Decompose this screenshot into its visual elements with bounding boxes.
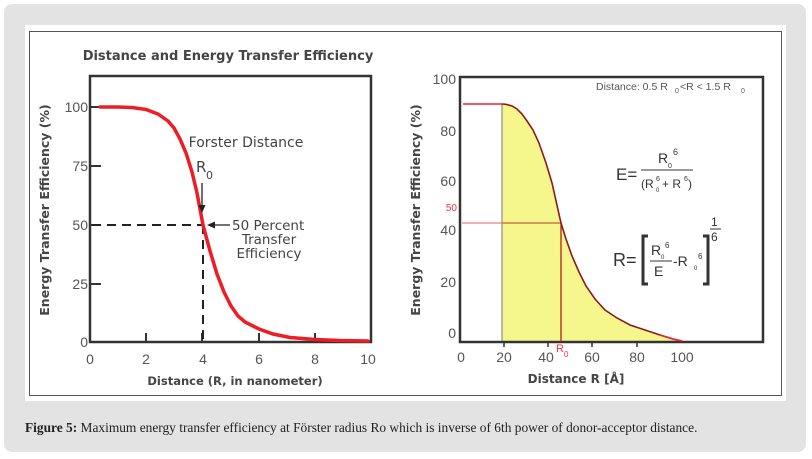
svg-text:<R < 1.5 R: <R < 1.5 R	[680, 81, 731, 93]
left-x-tick: 2	[142, 351, 150, 367]
right-x-tick: 100	[670, 349, 694, 365]
svg-text:6: 6	[665, 241, 670, 250]
svg-text:6: 6	[698, 252, 703, 261]
svg-text:R: R	[658, 150, 668, 166]
left-x-tick: 4	[199, 351, 207, 367]
svg-text:0: 0	[656, 188, 660, 194]
right-chart: Energy Transfer Efficiency (%) 100 80 60…	[408, 71, 765, 386]
svg-text:6: 6	[673, 147, 678, 157]
right-y-tick: 40	[440, 222, 456, 238]
right-y-tick: 0	[448, 325, 456, 341]
svg-text:0: 0	[741, 88, 745, 95]
left-x-tick: 0	[86, 351, 94, 367]
left-plot-frame	[88, 74, 373, 344]
figure-caption: Figure 5: Maximum energy transfer effici…	[25, 420, 697, 436]
left-r0-subscript: 0	[206, 169, 213, 182]
left-y-axis-label: Energy Transfer Efficiency (%)	[37, 104, 52, 315]
left-forster-distance-label: Forster Distance	[189, 135, 304, 151]
left-x-axis-label: Distance (R, in nanometer)	[147, 374, 322, 388]
right-x-ticks: 0 20 40 60 80 100	[457, 342, 694, 365]
right-x-tick: 40	[538, 349, 554, 365]
left-y-tick: 100	[65, 99, 89, 115]
right-x-tick: 80	[629, 349, 645, 365]
left-x-tick: 6	[255, 351, 263, 367]
figure-caption-text: Maximum energy transfer efficiency at Fö…	[77, 420, 698, 435]
right-50-marker-label: 50	[446, 203, 458, 214]
left-x-tick: 8	[311, 351, 319, 367]
right-y-ticks: 100 80 60 40 20 0	[433, 71, 457, 341]
left-x-tick: 10	[360, 351, 376, 367]
right-y-tick: 20	[440, 274, 456, 290]
right-x-tick: 60	[584, 349, 600, 365]
right-bracket	[703, 234, 710, 286]
right-y-tick: 100	[433, 71, 457, 87]
right-x-tick: 20	[496, 349, 512, 365]
left-50-percent-label: 50 Percent	[232, 218, 304, 234]
left-x-ticks: 0 2 4 6 8 10	[86, 333, 376, 367]
left-arrow-icon	[207, 221, 230, 229]
formula-distance: R= R 0 6 E -R 0 6 1 6	[613, 215, 721, 286]
svg-text:1: 1	[711, 215, 718, 229]
left-transfer-label: Transfer	[241, 232, 297, 248]
right-x-axis-label: Distance R [Å]	[528, 371, 625, 386]
left-efficiency-curve	[98, 105, 370, 343]
right-efficiency-curve	[501, 103, 683, 342]
svg-text:+ R: + R	[662, 177, 681, 191]
formula-efficiency: E= R 0 6 (R 0 6 + R 6 )	[616, 147, 693, 194]
svg-text:E: E	[654, 263, 663, 279]
right-area-fill	[502, 104, 682, 341]
right-plot-frame	[458, 75, 765, 344]
figure-caption-label: Figure 5:	[25, 420, 78, 435]
svg-text:R=: R=	[613, 250, 637, 270]
left-y-tick: 0	[80, 334, 88, 350]
left-y-tick: 75	[72, 158, 88, 174]
svg-text:-R: -R	[673, 253, 688, 269]
svg-text:0: 0	[668, 163, 672, 170]
svg-text:0: 0	[694, 266, 698, 272]
left-efficiency-label: Efficiency	[236, 246, 301, 262]
left-chart: Distance and Energy Transfer Efficiency …	[37, 49, 376, 388]
left-r0-label: R	[196, 158, 206, 176]
svg-text:Distance: 0.5 R: Distance: 0.5 R	[596, 81, 668, 93]
svg-text:E=: E=	[616, 165, 637, 184]
down-arrow-icon	[198, 183, 206, 213]
svg-text:(R: (R	[641, 177, 654, 191]
svg-text:0: 0	[675, 88, 679, 95]
right-y-tick: 60	[440, 173, 456, 189]
svg-text:6: 6	[656, 176, 660, 183]
right-y-axis-label: Energy Transfer Efficiency (%)	[408, 104, 423, 315]
svg-text:0: 0	[661, 255, 665, 261]
right-r0-marker-subscript: 0	[564, 350, 569, 359]
left-chart-title: Distance and Energy Transfer Efficiency	[83, 49, 374, 64]
right-range-label: Distance: 0.5 R 0 <R < 1.5 R 0	[596, 81, 745, 95]
svg-text:6: 6	[711, 230, 718, 244]
svg-text:): )	[688, 177, 692, 191]
left-y-tick: 50	[72, 217, 88, 233]
svg-text:R: R	[651, 242, 661, 258]
right-y-tick: 80	[440, 123, 456, 139]
figure-border	[29, 31, 782, 396]
svg-text:6: 6	[684, 176, 688, 183]
left-bracket	[641, 234, 648, 286]
right-r0-marker-label: R	[556, 343, 564, 355]
left-y-tick: 25	[72, 276, 88, 292]
right-x-tick: 0	[457, 349, 465, 365]
